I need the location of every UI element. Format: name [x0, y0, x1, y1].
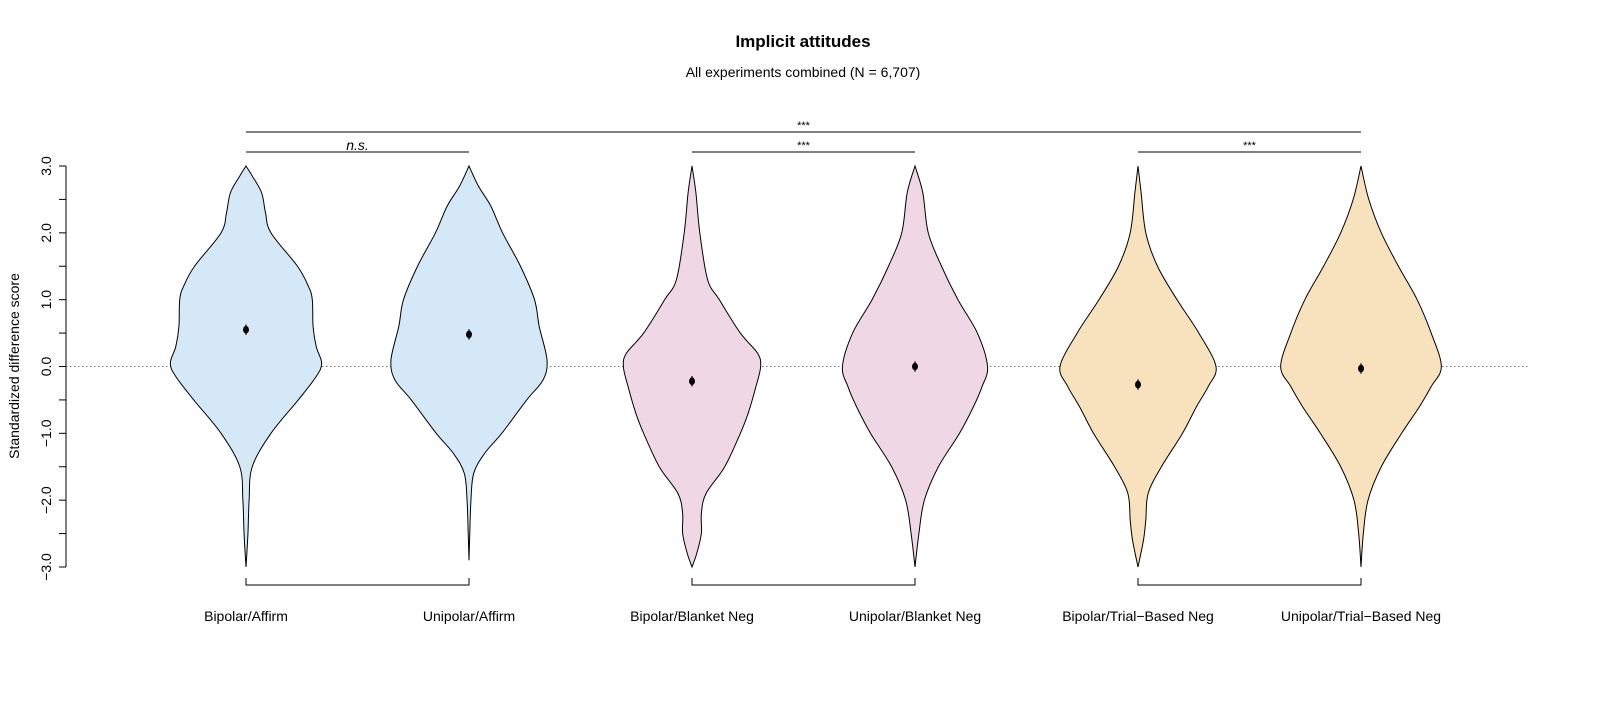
chart-title: Implicit attitudes [735, 32, 870, 51]
mean-point [243, 325, 249, 334]
chart-subtitle: All experiments combined (N = 6,707) [686, 64, 921, 80]
x-category-label: Bipolar/Affirm [204, 608, 288, 624]
y-axis-label: Standardized difference score [6, 273, 22, 459]
violin-2 [390, 164, 548, 561]
violins [169, 164, 1442, 569]
group-bracket [691, 578, 916, 586]
x-category-label: Bipolar/Blanket Neg [630, 608, 754, 624]
x-category-label: Unipolar/Blanket Neg [849, 608, 981, 624]
significance-label: *** [1243, 140, 1257, 152]
x-category-label: Bipolar/Trial−Based Neg [1062, 608, 1214, 624]
y-tick-label: 3.0 [38, 156, 54, 176]
y-tick-label: 1.0 [38, 290, 54, 310]
mean-point [1358, 364, 1364, 373]
y-tick-label: 0.0 [38, 357, 54, 377]
group-bracket [1137, 578, 1362, 586]
mean-point [466, 330, 472, 339]
y-tick-label: 2.0 [38, 223, 54, 243]
x-category-label: Unipolar/Trial−Based Neg [1281, 608, 1441, 624]
significance-label: *** [797, 140, 811, 152]
x-category-label: Unipolar/Affirm [423, 608, 515, 624]
x-axis-labels: Bipolar/Affirm Unipolar/Affirm Bipolar/Bla… [204, 578, 1441, 624]
y-tick-label: −2.0 [38, 486, 54, 514]
violin-5 [1059, 165, 1217, 568]
significance-brackets: *** n.s. *** *** [246, 120, 1361, 153]
mean-point [689, 377, 695, 386]
violin-1 [169, 165, 323, 568]
y-tick-label: −1.0 [38, 419, 54, 447]
group-bracket [245, 578, 470, 586]
mean-point [1135, 380, 1141, 389]
significance-label: *** [797, 120, 811, 132]
mean-point [912, 362, 918, 371]
significance-label: n.s. [346, 137, 369, 153]
y-tick-label: −3.0 [38, 553, 54, 581]
violin-3 [622, 165, 762, 569]
